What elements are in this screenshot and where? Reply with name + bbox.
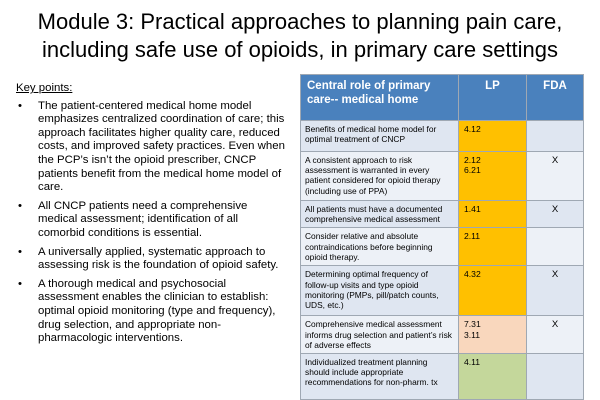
- table-row: Individualized treatment planning should…: [300, 353, 584, 400]
- row-description: Consider relative and absolute contraind…: [300, 227, 459, 267]
- row-lp-value: 4.32: [458, 265, 527, 317]
- header-fda: FDA: [526, 74, 584, 121]
- row-fda-mark: X: [526, 265, 584, 317]
- header-topic: Central role of primary care-- medical h…: [300, 74, 459, 121]
- table-row: Determining optimal frequency of follow-…: [300, 265, 584, 317]
- row-fda-mark: X: [526, 315, 584, 355]
- row-fda-mark: X: [526, 199, 584, 229]
- content-table: Central role of primary care-- medical h…: [300, 74, 584, 400]
- row-lp-value: 1.41: [458, 199, 527, 229]
- table-row: Benefits of medical home model for optim…: [300, 120, 584, 152]
- key-points-heading: Key points:: [16, 82, 73, 94]
- slide-title: Module 3: Practical approaches to planni…: [0, 8, 600, 64]
- table-row: Consider relative and absolute contraind…: [300, 227, 584, 267]
- key-point-item: The patient-centered medical home model …: [16, 100, 286, 195]
- key-point-item: A universally applied, systematic approa…: [16, 246, 286, 273]
- row-description: Determining optimal frequency of follow-…: [300, 265, 459, 317]
- row-lp-value: 4.12: [458, 120, 527, 152]
- slide-title-line-2: including safe use of opioids, in primar…: [41, 37, 559, 62]
- key-points-section: Key points: The patient-centered medical…: [16, 82, 286, 351]
- key-point-item: A thorough medical and psychosocial asse…: [16, 278, 286, 346]
- row-description: A consistent approach to risk assessment…: [300, 151, 459, 201]
- table-row: Comprehensive medical assessment informs…: [300, 315, 584, 355]
- slide-title-line-1: Module 3: Practical approaches to planni…: [37, 9, 563, 34]
- row-lp-value: 7.31 3.11: [458, 315, 527, 355]
- row-fda-mark: X: [526, 151, 584, 201]
- table-header-row: Central role of primary care-- medical h…: [300, 74, 584, 121]
- row-fda-mark: [526, 120, 584, 152]
- key-points-list: The patient-centered medical home model …: [16, 100, 286, 346]
- row-lp-value: 2.11: [458, 227, 527, 267]
- table-row: All patients must have a documented comp…: [300, 199, 584, 229]
- row-fda-mark: [526, 353, 584, 400]
- key-point-item: All CNCP patients need a comprehensive m…: [16, 200, 286, 241]
- row-description: Comprehensive medical assessment informs…: [300, 315, 459, 355]
- row-description: All patients must have a documented comp…: [300, 199, 459, 229]
- row-description: Individualized treatment planning should…: [300, 353, 459, 400]
- row-lp-value: 2.12 6.21: [458, 151, 527, 201]
- header-lp: LP: [458, 74, 527, 121]
- table-row: A consistent approach to risk assessment…: [300, 151, 584, 201]
- row-lp-value: 4.11: [458, 353, 527, 400]
- row-fda-mark: [526, 227, 584, 267]
- row-description: Benefits of medical home model for optim…: [300, 120, 459, 152]
